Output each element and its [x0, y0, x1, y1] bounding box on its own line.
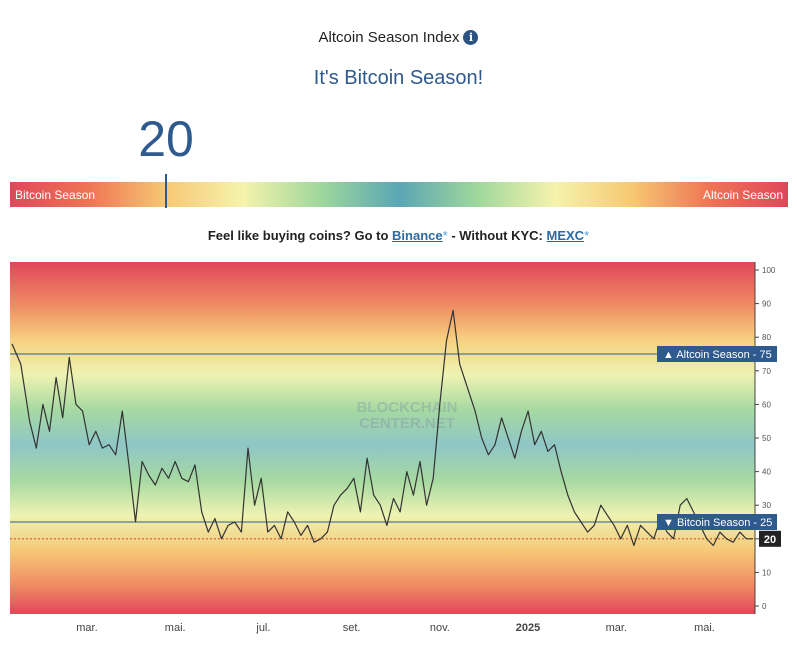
- reference-tag-box: [657, 514, 777, 530]
- y-tick-label: 90: [762, 300, 771, 309]
- y-tick-label: 10: [762, 568, 771, 577]
- reference-lines: [10, 353, 755, 540]
- binance-star: *: [442, 228, 448, 243]
- y-tick-label: 50: [762, 434, 771, 443]
- x-tick-label: nov.: [430, 622, 450, 634]
- gauge-label-altcoin-season: Altcoin Season: [702, 188, 783, 202]
- x-tick-label: mar.: [76, 622, 97, 634]
- index-series-line: [11, 309, 753, 547]
- y-tick-label: 30: [762, 501, 771, 510]
- gauge-value-marker: [165, 174, 167, 208]
- series-layer: [11, 309, 753, 547]
- y-tick-label: 40: [762, 468, 771, 477]
- promo-middle: - Without KYC:: [451, 228, 543, 243]
- reference-tag-label: ▼ Bitcoin Season - 25: [663, 517, 772, 529]
- mexc-star: *: [584, 228, 590, 243]
- promo-prefix: Feel like buying coins? Go to: [207, 228, 389, 243]
- binance-link[interactable]: Binance: [392, 228, 443, 243]
- watermark-text: BLOCKCHAIN: [357, 399, 458, 416]
- season-gauge-bar: Bitcoin Season Altcoin Season: [10, 182, 788, 207]
- x-tick-label: mai.: [694, 622, 715, 634]
- y-axis-ticks: 0 10 20 30 40 50 60 70 80 90 100: [755, 266, 776, 611]
- current-value-tag: [759, 530, 781, 547]
- x-tick-label: set.: [343, 622, 361, 634]
- x-tick-label: jul.: [255, 622, 270, 634]
- gauge-label-bitcoin-season: Bitcoin Season: [15, 188, 96, 202]
- info-icon[interactable]: i: [463, 30, 479, 45]
- current-value-tag-label: 20: [764, 534, 776, 546]
- y-tick-label: 70: [762, 367, 771, 376]
- x-axis-ticks: mar. mai. jul. set. nov. 2025 mar. mai.: [76, 622, 715, 634]
- reference-tag-label: ▲ Altcoin Season - 75: [663, 349, 772, 361]
- reference-tag-box: [657, 346, 777, 362]
- y-tick-label: 0: [762, 602, 767, 611]
- x-tick-label: mai.: [165, 622, 186, 634]
- index-title-row: Altcoin Season Index i: [0, 29, 797, 46]
- season-status-text: It's Bitcoin Season!: [313, 67, 484, 89]
- y-tick-label: 60: [762, 400, 771, 409]
- index-title: Altcoin Season Index: [318, 29, 460, 46]
- watermark-text: CENTER.NET: [359, 415, 455, 432]
- x-tick-label: mar.: [606, 622, 627, 634]
- chart-background: [10, 262, 755, 614]
- y-tick-label: 80: [762, 333, 771, 342]
- y-tick-label: 100: [762, 266, 776, 275]
- mexc-link[interactable]: MEXC: [546, 228, 585, 243]
- current-index-value: 20: [138, 111, 194, 167]
- reference-tags: ▲ Altcoin Season - 75 ▼ Bitcoin Season - …: [657, 346, 781, 547]
- x-tick-label: 2025: [516, 622, 540, 634]
- promo-text: Feel like buying coins? Go to Binance* -…: [0, 228, 797, 243]
